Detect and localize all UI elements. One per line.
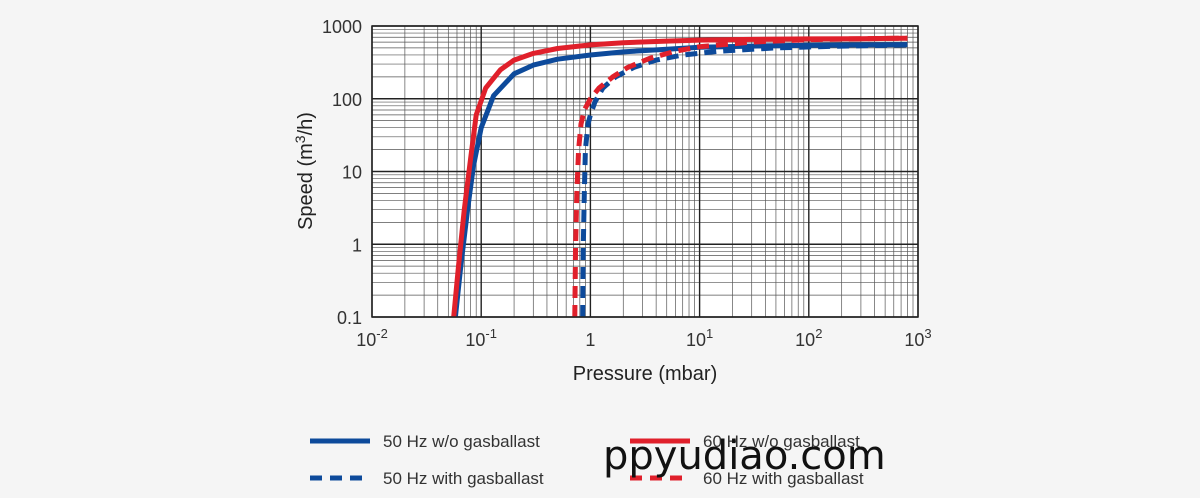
legend: 50 Hz w/o gasballast 50 Hz with gasballa… — [310, 432, 864, 488]
y-tick-label: 1000 — [322, 17, 362, 37]
y-tick-label: 10 — [342, 163, 362, 183]
legend-label-60hz-wo: 60 Hz w/o gasballast — [703, 432, 860, 451]
x-axis-title: Pressure (mbar) — [573, 363, 717, 385]
y-tick-label: 100 — [332, 90, 362, 110]
x-tick-label: 10-2 — [356, 326, 388, 350]
series-line-1 — [580, 42, 908, 318]
y-tick-label: 1 — [352, 235, 362, 255]
x-tick-label: 103 — [904, 326, 931, 350]
x-tick-labels: 10-2 10-1 1 101 102 103 — [356, 326, 931, 350]
legend-label-50hz-with: 50 Hz with gasballast — [383, 469, 544, 488]
legend-label-60hz-with: 60 Hz with gasballast — [703, 469, 864, 488]
x-tick-label: 1 — [585, 330, 595, 350]
y-axis-title: Speed (m3/h) — [292, 112, 317, 230]
legend-label-50hz-wo: 50 Hz w/o gasballast — [383, 432, 540, 451]
watermark: ppyudiao.com — [603, 433, 886, 479]
y-tick-labels: 0.1 1 10 100 1000 — [322, 17, 362, 328]
x-tick-label: 10-1 — [465, 326, 497, 350]
series-layer — [451, 35, 908, 318]
series-line-3 — [572, 35, 908, 318]
x-tick-label: 102 — [795, 326, 822, 350]
x-tick-label: 101 — [686, 326, 713, 350]
y-tick-label: 0.1 — [337, 308, 362, 328]
plot-frame — [371, 25, 919, 318]
